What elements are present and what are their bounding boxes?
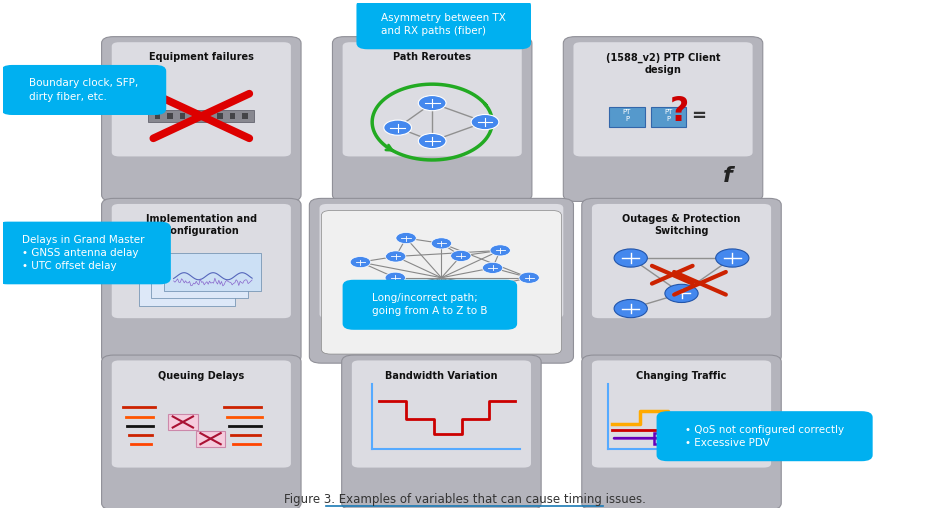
Circle shape	[418, 133, 445, 149]
FancyBboxPatch shape	[332, 37, 532, 201]
FancyBboxPatch shape	[591, 360, 770, 468]
Bar	[148, 110, 254, 122]
FancyBboxPatch shape	[342, 355, 541, 510]
Circle shape	[431, 298, 451, 309]
Circle shape	[470, 114, 498, 130]
Bar	[164, 253, 261, 291]
Circle shape	[431, 238, 451, 249]
Bar	[609, 107, 644, 127]
Circle shape	[478, 281, 498, 292]
Circle shape	[482, 262, 502, 273]
Text: PT
P: PT P	[664, 109, 672, 123]
FancyBboxPatch shape	[581, 355, 780, 510]
Bar	[138, 268, 235, 306]
Circle shape	[383, 120, 411, 135]
Bar	[204, 113, 210, 119]
Bar	[242, 113, 248, 119]
Circle shape	[385, 251, 406, 262]
FancyBboxPatch shape	[342, 280, 517, 330]
Text: Bandwidth Variation: Bandwidth Variation	[385, 371, 497, 381]
Bar	[168, 414, 198, 430]
Bar	[155, 113, 160, 119]
Circle shape	[450, 250, 470, 262]
FancyBboxPatch shape	[111, 360, 290, 468]
Bar	[179, 113, 185, 119]
Circle shape	[385, 272, 405, 283]
Bar	[151, 261, 248, 298]
Text: Long/incorrect path;
going from A to Z to B: Long/incorrect path; going from A to Z t…	[372, 293, 487, 316]
FancyBboxPatch shape	[1, 65, 166, 115]
Text: ?: ?	[669, 96, 689, 128]
Text: Delays in Grand Master
• GNSS antenna delay
• UTC offset delay: Delays in Grand Master • GNSS antenna de…	[22, 235, 145, 271]
FancyBboxPatch shape	[591, 204, 770, 318]
Bar	[229, 113, 235, 119]
Circle shape	[489, 245, 509, 256]
FancyBboxPatch shape	[101, 37, 301, 201]
Text: Asymmetry between TX
and RX paths (fiber): Asymmetry between TX and RX paths (fiber…	[380, 13, 506, 36]
Circle shape	[385, 293, 406, 305]
Text: Figure 3. Examples of variables that can cause timing issues.: Figure 3. Examples of variables that can…	[283, 493, 645, 506]
FancyBboxPatch shape	[309, 198, 573, 363]
Bar	[167, 113, 173, 119]
Text: f: f	[722, 166, 731, 186]
FancyBboxPatch shape	[356, 0, 531, 49]
Text: Equipment failures: Equipment failures	[148, 52, 253, 62]
Text: =: =	[690, 107, 705, 125]
FancyBboxPatch shape	[111, 204, 290, 318]
FancyBboxPatch shape	[352, 360, 531, 468]
FancyBboxPatch shape	[321, 211, 561, 354]
FancyBboxPatch shape	[562, 37, 762, 201]
FancyBboxPatch shape	[342, 42, 522, 156]
Text: Implementation and
Configuration: Implementation and Configuration	[146, 214, 257, 237]
Circle shape	[418, 96, 445, 111]
Text: Boundary clock, SFP,
dirty fiber, etc.: Boundary clock, SFP, dirty fiber, etc.	[29, 78, 138, 102]
FancyBboxPatch shape	[111, 42, 290, 156]
FancyBboxPatch shape	[581, 198, 780, 363]
FancyBboxPatch shape	[0, 222, 171, 284]
Circle shape	[395, 312, 416, 323]
Text: PT
P: PT P	[622, 109, 630, 123]
Circle shape	[395, 233, 416, 244]
Circle shape	[519, 272, 539, 283]
Bar	[653, 433, 708, 445]
Circle shape	[350, 257, 370, 268]
Text: Changing Traffic: Changing Traffic	[636, 371, 726, 381]
Circle shape	[613, 299, 647, 318]
Text: Path Reroutes: Path Reroutes	[393, 52, 470, 62]
FancyBboxPatch shape	[101, 355, 301, 510]
Text: • QoS not configured correctly
• Excessive PDV: • QoS not configured correctly • Excessi…	[684, 425, 844, 448]
Bar	[217, 113, 223, 119]
FancyBboxPatch shape	[656, 411, 871, 461]
Circle shape	[664, 284, 697, 303]
Circle shape	[613, 249, 647, 267]
FancyBboxPatch shape	[573, 42, 752, 156]
Circle shape	[715, 249, 748, 267]
Text: (1588_v2) PTP Client
design: (1588_v2) PTP Client design	[605, 52, 719, 75]
Bar	[196, 431, 226, 447]
Circle shape	[489, 299, 509, 311]
Text: Outages & Protection
Switching: Outages & Protection Switching	[622, 214, 740, 237]
FancyBboxPatch shape	[319, 204, 562, 318]
Circle shape	[358, 286, 379, 297]
FancyBboxPatch shape	[101, 198, 301, 363]
Text: Queuing Delays: Queuing Delays	[158, 371, 244, 381]
Circle shape	[458, 302, 478, 313]
Bar	[651, 107, 686, 127]
Bar	[192, 113, 198, 119]
